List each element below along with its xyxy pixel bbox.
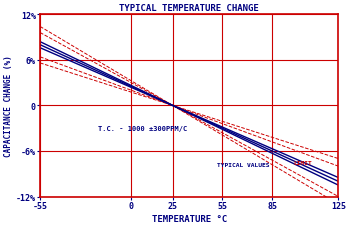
Text: LIMIT: LIMIT bbox=[294, 160, 312, 165]
X-axis label: TEMPERATURE °C: TEMPERATURE °C bbox=[152, 214, 227, 223]
Text: T.C. - 1000 ±300PPM/C: T.C. - 1000 ±300PPM/C bbox=[98, 126, 187, 132]
Title: TYPICAL TEMPERATURE CHANGE: TYPICAL TEMPERATURE CHANGE bbox=[119, 4, 259, 13]
Y-axis label: CAPACITANCE CHANGE (%): CAPACITANCE CHANGE (%) bbox=[4, 55, 13, 157]
Text: TYPICAL VALUES: TYPICAL VALUES bbox=[217, 162, 270, 167]
